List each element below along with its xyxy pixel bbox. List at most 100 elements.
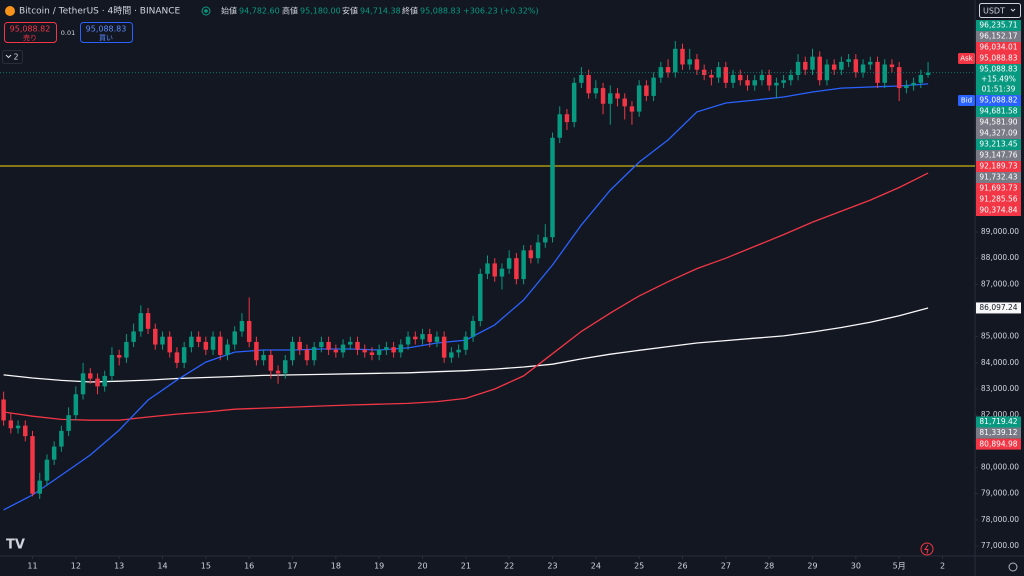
stat-label: 始値 <box>221 6 237 16</box>
candle-body <box>203 341 209 350</box>
candle-body <box>506 258 512 269</box>
x-tick-label: 17 <box>287 562 297 571</box>
price-tag-label: 91,285.56 <box>979 195 1017 204</box>
candle-body <box>283 360 288 374</box>
candle-body <box>528 250 534 259</box>
candle-body <box>326 341 331 350</box>
candle-body <box>629 106 635 112</box>
candle-body <box>413 336 418 340</box>
candle-body <box>882 64 887 83</box>
candle-body <box>788 74 794 81</box>
currency-box[interactable] <box>979 3 1021 18</box>
buy-box[interactable] <box>80 22 133 43</box>
candle-body <box>644 85 649 96</box>
candle-body <box>268 354 274 371</box>
candle-body <box>30 436 35 494</box>
y-tick-label: 77,000.00 <box>981 541 1019 550</box>
candle-body <box>846 59 851 62</box>
candle-body <box>131 331 136 342</box>
candle-body <box>918 74 924 83</box>
x-tick-label: 26 <box>677 562 687 571</box>
candle-body <box>766 74 772 86</box>
x-tick-label: 20 <box>417 562 427 571</box>
y-tick-label: 88,000.00 <box>981 253 1019 262</box>
price-tag <box>976 31 1021 42</box>
candle-body <box>810 56 815 70</box>
candle-body <box>384 347 389 350</box>
price-tag-label: 80,894.98 <box>979 439 1017 448</box>
candle-body <box>23 425 28 437</box>
buy-price[interactable]: 95,088.83 <box>86 25 127 34</box>
price-tag <box>976 64 1021 95</box>
settings-icon[interactable] <box>1008 562 1018 572</box>
candle-body <box>752 80 757 86</box>
sell-price[interactable]: 95,088.82 <box>10 25 51 34</box>
candle-body <box>694 59 700 70</box>
price-tag-label: 81,339.12 <box>979 428 1017 437</box>
candle-body <box>369 352 375 355</box>
candle-body <box>319 341 324 348</box>
candle-body <box>51 446 57 460</box>
candle-body <box>225 344 230 355</box>
buy-label[interactable]: 買い <box>99 34 113 42</box>
sell-box[interactable] <box>4 22 57 43</box>
candle-body <box>478 273 483 321</box>
candle-body <box>15 425 21 429</box>
quantity: 0.01 <box>61 29 75 37</box>
chevron[interactable] <box>5 54 12 59</box>
candle-body <box>492 263 497 277</box>
side-tag <box>958 53 975 64</box>
coin-icon <box>5 6 15 16</box>
stat-label: 高値 <box>282 6 298 16</box>
candle-body <box>95 378 100 387</box>
price-tag <box>976 183 1021 194</box>
candle-body <box>463 336 469 350</box>
chevron[interactable] <box>1010 8 1016 12</box>
x-tick-label: 24 <box>591 562 601 571</box>
currency-button[interactable]: USDT <box>979 3 1021 18</box>
x-tick-label: 13 <box>114 562 124 571</box>
status-icon <box>201 6 211 16</box>
candle-body <box>759 74 765 81</box>
candle-body <box>651 77 656 96</box>
stat-value: 94,782.60 <box>239 7 280 16</box>
lightning-icon[interactable] <box>924 544 929 554</box>
candle-body <box>521 250 526 280</box>
candle-body <box>470 320 476 337</box>
moving-average <box>3 172 929 421</box>
price-tag <box>976 416 1021 428</box>
candle-body <box>398 344 404 353</box>
lightning-icon[interactable] <box>920 542 934 556</box>
currency[interactable]: USDT <box>983 7 1005 16</box>
candle-body <box>875 61 880 83</box>
candle-body <box>340 344 346 353</box>
candle-body <box>405 336 411 345</box>
candle-body <box>239 320 245 332</box>
price-tag-extra: 01:51:39 <box>982 85 1016 94</box>
candle-body <box>709 74 714 78</box>
candle-body <box>420 334 425 340</box>
candle-body <box>687 59 692 65</box>
candle-body <box>608 93 613 104</box>
ohlc-stats: 始値 94,782.60 高値 95,180.00 安値 94,714.38 終… <box>221 6 539 16</box>
candle-body <box>311 347 317 361</box>
candle-body <box>44 459 50 481</box>
indicator-count[interactable]: 2 <box>13 53 18 62</box>
indicator-toggle[interactable]: 2 <box>2 50 23 64</box>
candle-body <box>514 258 519 280</box>
candle-body <box>803 61 808 70</box>
stat-value: 94,714.38 <box>360 7 401 16</box>
sell-button[interactable]: 95,088.82 売り <box>4 22 57 43</box>
price-tag <box>976 438 1021 450</box>
toggle-box[interactable] <box>2 50 23 64</box>
x-tick-label: 18 <box>331 562 341 571</box>
candle-body <box>174 352 180 363</box>
candle-body <box>376 349 382 355</box>
candle-body <box>145 313 151 329</box>
buy-button[interactable]: 95,088.83 買い <box>80 22 133 43</box>
sell-label[interactable]: 売り <box>23 33 37 42</box>
x-tick-label: 25 <box>634 562 644 571</box>
candle-body <box>550 137 555 238</box>
candle-body <box>485 263 490 274</box>
